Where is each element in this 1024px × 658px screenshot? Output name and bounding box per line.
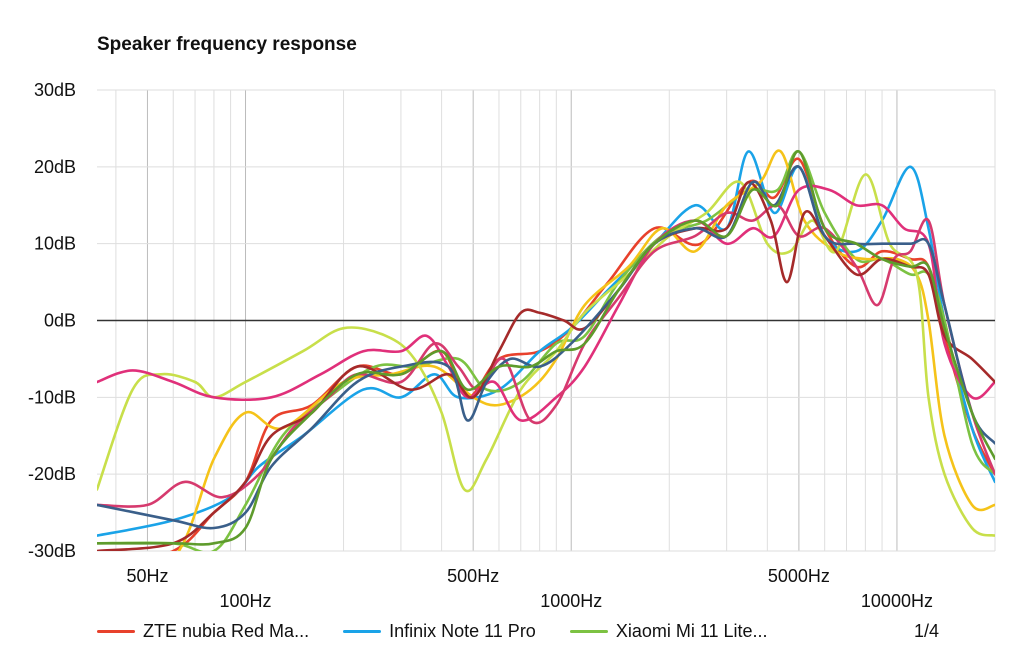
y-tick-label: -30dB: [28, 541, 76, 561]
legend-swatch-xiaomi: [569, 629, 608, 633]
chart-title: Speaker frequency response: [97, 34, 357, 55]
gridlines: [97, 89, 996, 552]
series-line-7: [97, 180, 995, 551]
chart-legend: ZTE nubia Red Ma... Infinix Note 11 Pro …: [97, 618, 997, 644]
legend-item-zte[interactable]: ZTE nubia Red Ma...: [97, 621, 309, 642]
legend-swatch-infinix: [343, 629, 382, 633]
legend-item-xiaomi[interactable]: Xiaomi Mi 11 Lite...: [569, 620, 768, 642]
y-tick-label: -10dB: [28, 387, 76, 407]
x-tick-label: 1000Hz: [540, 591, 602, 611]
x-tick-label: 50Hz: [126, 566, 168, 586]
x-tick-label: 500Hz: [447, 566, 499, 586]
x-tick-label: 5000Hz: [768, 566, 830, 586]
series-line-4: [97, 173, 995, 537]
legend-item-infinix[interactable]: Infinix Note 11 Pro: [343, 621, 536, 642]
y-tick-label: -20dB: [28, 464, 76, 484]
y-tick-label: 10dB: [34, 234, 76, 254]
x-tick-label: 10000Hz: [861, 591, 933, 611]
series-lines: [97, 149, 995, 551]
y-tick-label: 0dB: [44, 311, 76, 331]
x-tick-label: 100Hz: [219, 591, 271, 611]
legend-page-indicator[interactable]: 1/4: [913, 620, 939, 641]
legend-label-xiaomi: Xiaomi Mi 11 Lite...: [615, 620, 768, 641]
legend-swatch-zte: [97, 629, 135, 633]
series-line-2: [97, 150, 995, 551]
legend-label-zte: ZTE nubia Red Ma...: [143, 620, 310, 641]
series-line-9: [97, 150, 995, 546]
series-line-1: [97, 150, 995, 537]
legend-label-infinix: Infinix Note 11 Pro: [389, 620, 536, 641]
y-tick-label: 20dB: [34, 157, 76, 177]
y-tick-label: 30dB: [34, 80, 76, 100]
series-line-5: [97, 184, 995, 422]
